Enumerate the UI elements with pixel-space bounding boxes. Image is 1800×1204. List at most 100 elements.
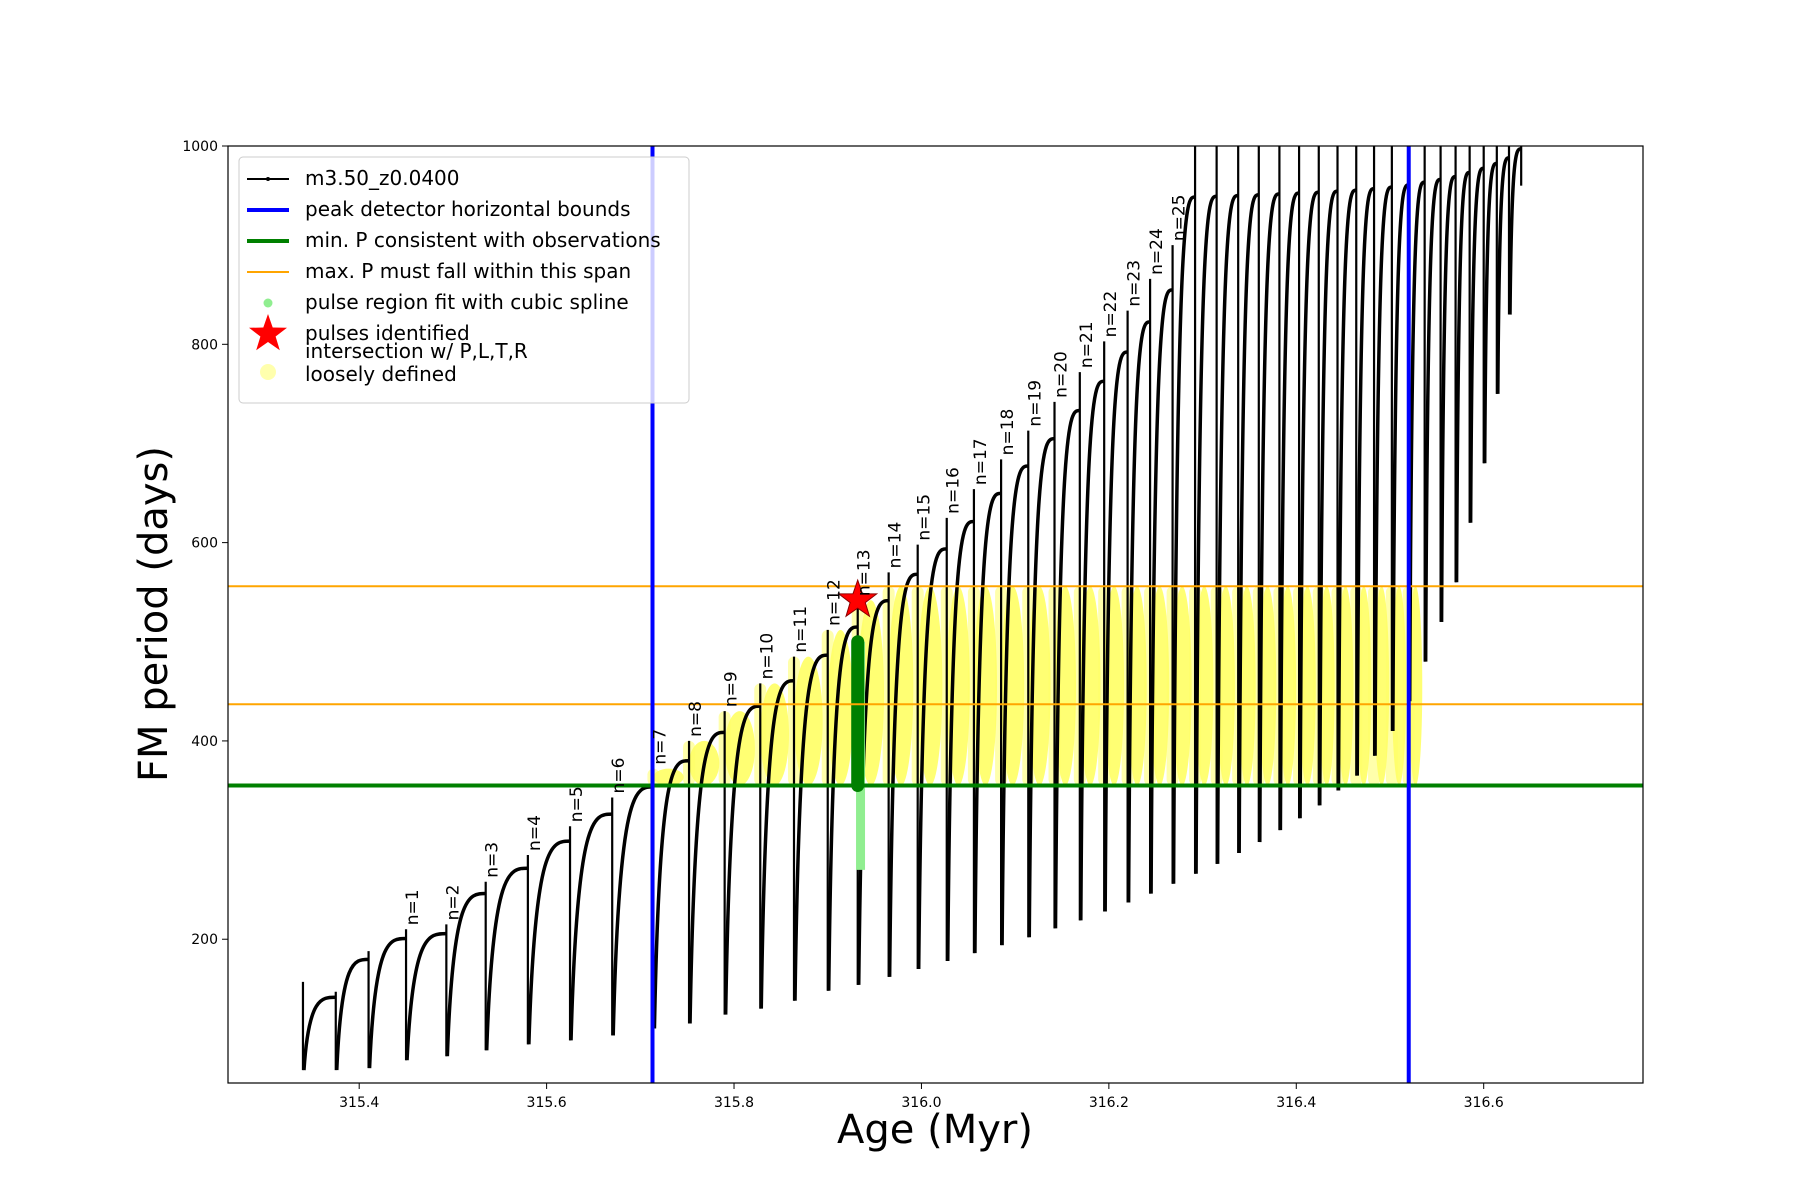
pulse-recovery-curve	[1298, 190, 1319, 819]
pulse-recovery-curve	[793, 653, 828, 1001]
x-tick-label: 315.4	[339, 1095, 379, 1111]
pulse-recovery-curve	[1237, 192, 1259, 853]
series-m3-50-z0-0400	[301, 146, 1523, 1071]
pulse-recovery-curve	[973, 491, 1002, 954]
pulse-number-label: n=20	[1052, 351, 1072, 398]
pulse-number-label: n=11	[791, 606, 811, 653]
pulse-number-label: n=12	[825, 579, 845, 626]
pulse-number-label: n=24	[1147, 228, 1167, 275]
pulse-number-label: n=14	[886, 522, 906, 569]
pulse-recovery-curve	[652, 758, 690, 1029]
pulse-recovery-curve	[1126, 320, 1151, 903]
pulse-recovery-curve	[1482, 161, 1497, 464]
pulse-number-label: n=10	[757, 633, 777, 680]
legend-handle	[260, 364, 276, 380]
pulse-recovery-curve	[1149, 288, 1173, 894]
pulse-number-label: n=6	[609, 758, 629, 794]
pulse-number-label: n=16	[944, 467, 964, 514]
axes: n=1 n=2 n=3 n=4 n=5 n=6 n=7 n=8 n=9 n=10 n=11 n=12 n…	[182, 139, 1503, 1111]
pulse-number-label: n=9	[722, 671, 742, 707]
pulse-number-label: n=4	[525, 815, 545, 851]
pulse-recovery-curve	[527, 839, 571, 1045]
pulse-recovery-curve	[1194, 194, 1217, 874]
pulse-number-label: n=19	[1025, 380, 1045, 427]
x-tick-label: 315.8	[714, 1095, 754, 1111]
pulse-number-label: n=18	[998, 409, 1018, 456]
pulse-recovery-curve	[1496, 156, 1510, 394]
y-tick-label: 600	[191, 536, 218, 552]
pulse-recovery-curve	[759, 678, 795, 1009]
pulse-recovery-curve	[1215, 193, 1239, 864]
x-tick-label: 316.4	[1276, 1095, 1316, 1111]
pulse-number-label: n=3	[483, 842, 503, 878]
x-tick-label: 315.6	[527, 1095, 567, 1111]
x-tick-label: 316.6	[1464, 1095, 1504, 1111]
pulse-recovery-curve	[1468, 166, 1484, 523]
legend-label: min. P consistent with observations	[305, 228, 661, 252]
pulse-number-label: n=7	[650, 729, 670, 765]
pulse-recovery-curve	[688, 730, 725, 1024]
pulse-number-label: n=17	[971, 438, 991, 485]
x-axis-label: Age (Myr)	[837, 1107, 1033, 1153]
x-tick-label: 316.2	[1089, 1095, 1129, 1111]
pulse-recovery-curve	[1027, 436, 1055, 938]
legend-label: m3.50_z0.0400	[305, 166, 460, 190]
legend-handle-marker	[266, 177, 270, 181]
plot-area	[228, 146, 1643, 1083]
pulse-number-label: n=13	[855, 549, 875, 596]
pulse-recovery-curve	[1000, 464, 1029, 946]
intersection-point	[760, 683, 789, 786]
pulse-recovery-curve	[335, 957, 369, 1071]
pulse-number-label: n=2	[443, 885, 463, 921]
y-tick-label: 800	[191, 337, 218, 353]
pulse-number-label: n=15	[915, 494, 935, 541]
pulse-recovery-curve	[916, 547, 947, 969]
legend-label: peak detector horizontal bounds	[305, 197, 631, 221]
pulse-recovery-curve	[569, 812, 613, 1041]
intersection-point	[653, 768, 684, 786]
pulse-recovery-curve	[1508, 147, 1522, 315]
pulse-recovery-curve	[1103, 350, 1128, 912]
legend-label: pulse region fit with cubic spline	[305, 290, 629, 314]
y-tick-label: 400	[191, 734, 218, 750]
pulse-recovery-curve	[887, 572, 918, 977]
legend-box	[238, 156, 690, 404]
legend-label: max. P must fall within this span	[305, 259, 631, 283]
pulse-recovery-curve	[1336, 188, 1357, 791]
pulse-recovery-curve	[1391, 183, 1409, 732]
legend-handle	[263, 298, 273, 308]
axes-frame	[227, 145, 1644, 1084]
pulse-recovery-curve	[445, 891, 486, 1057]
pulse-recovery-curve	[826, 625, 858, 991]
pulse-recovery-curve	[945, 519, 974, 962]
pulse-recovery-curve	[1423, 177, 1441, 662]
y-tick-label: 200	[191, 932, 218, 948]
pulse-recovery-curve	[1373, 185, 1392, 756]
pulse-recovery-curve	[723, 704, 761, 1015]
pulse-recovery-curve	[1355, 186, 1375, 776]
pulse-recovery-curve	[484, 866, 528, 1051]
y-tick-label: 1000	[182, 139, 218, 155]
legend-handle	[249, 314, 287, 351]
pulse-recovery-curve	[1258, 192, 1280, 843]
y-axis-label: FM period (days)	[131, 446, 177, 782]
identified-pulse-star	[837, 578, 879, 618]
pulse-number-label: n=25	[1170, 194, 1190, 241]
pulse-recovery-curve	[1079, 379, 1105, 921]
pulse-recovery-curve	[1171, 195, 1196, 884]
x-tick-label: 316.0	[901, 1095, 941, 1111]
pulse-recovery-curve	[405, 931, 447, 1061]
pulse-number-label: n=1	[403, 889, 423, 925]
pulse-recovery-curve	[1407, 180, 1425, 702]
pulse-recovery-curve	[302, 995, 336, 1071]
pulse-recovery-curve	[1053, 408, 1080, 929]
pulse-number-label: n=22	[1101, 291, 1121, 338]
pulse-recovery-curve	[367, 936, 407, 1069]
pulse-recovery-curve	[1278, 191, 1300, 831]
pulse-number-label: n=8	[686, 701, 706, 737]
pulse-recovery-curve	[1454, 170, 1470, 583]
legend-label: intersection w/ P,L,T,R loosely defined	[305, 339, 528, 386]
